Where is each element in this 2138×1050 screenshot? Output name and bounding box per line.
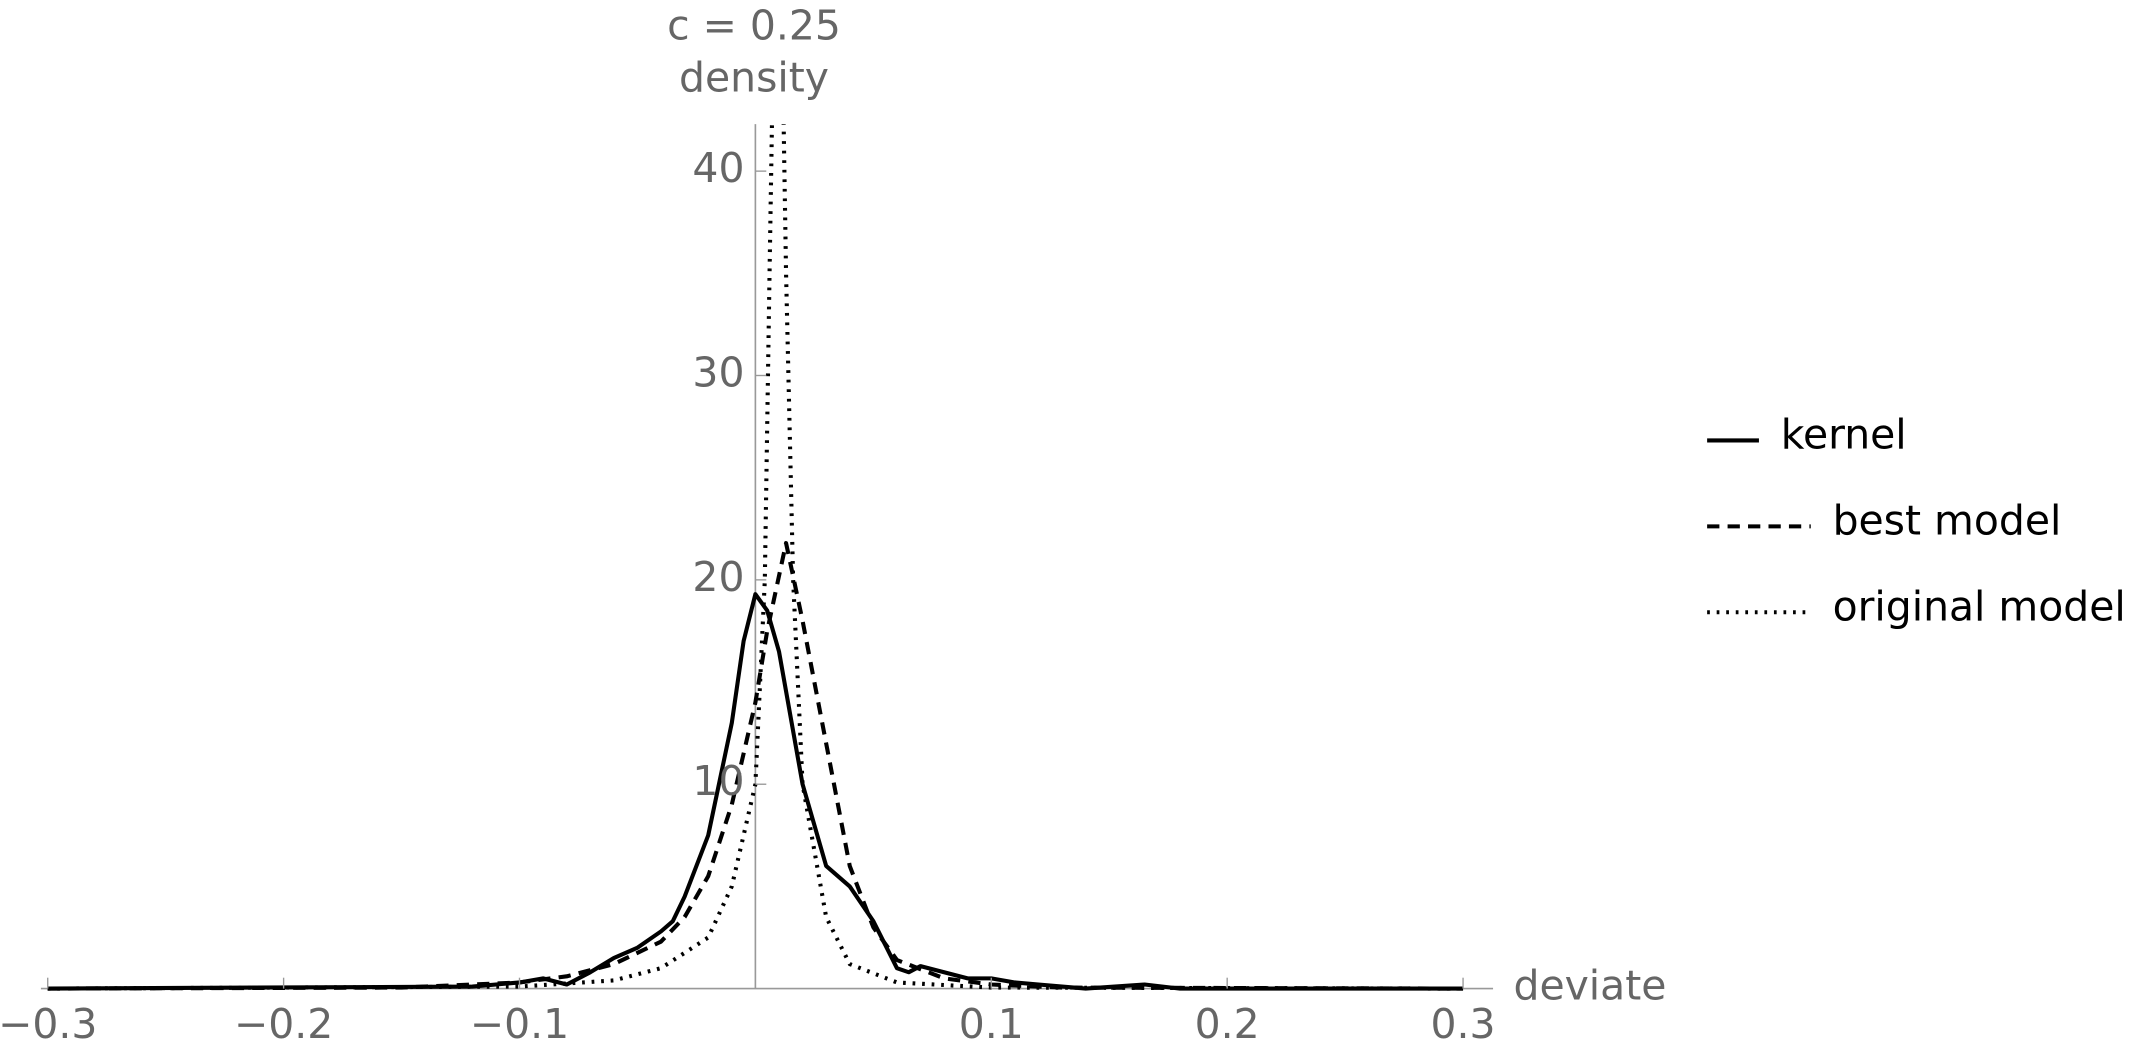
y-tick-label: 30 — [692, 348, 744, 396]
plot-area — [47, 124, 1464, 991]
legend-label: kernel — [1781, 411, 1907, 459]
x-tick-label: 0.3 — [1431, 1000, 1496, 1048]
y-tick-label: 20 — [692, 553, 744, 601]
series-line — [47, 592, 1464, 991]
x-tick-label: 0.2 — [1195, 1000, 1260, 1048]
y-tick-label: 10 — [692, 757, 744, 805]
x-tick-label: −0.1 — [470, 1000, 569, 1048]
legend-label: original model — [1833, 583, 2126, 631]
y-axis-label: density — [679, 53, 829, 101]
series-line — [47, 541, 1464, 991]
x-axis-label: deviate — [1514, 962, 1667, 1010]
x-tick-label: −0.3 — [0, 1000, 97, 1048]
legend-label: best model — [1833, 497, 2062, 545]
y-tick-label: 40 — [692, 144, 744, 192]
chart-title: c = 0.25 — [667, 2, 841, 50]
x-tick-label: 0.1 — [959, 1000, 1024, 1048]
x-tick-label: −0.2 — [234, 1000, 333, 1048]
